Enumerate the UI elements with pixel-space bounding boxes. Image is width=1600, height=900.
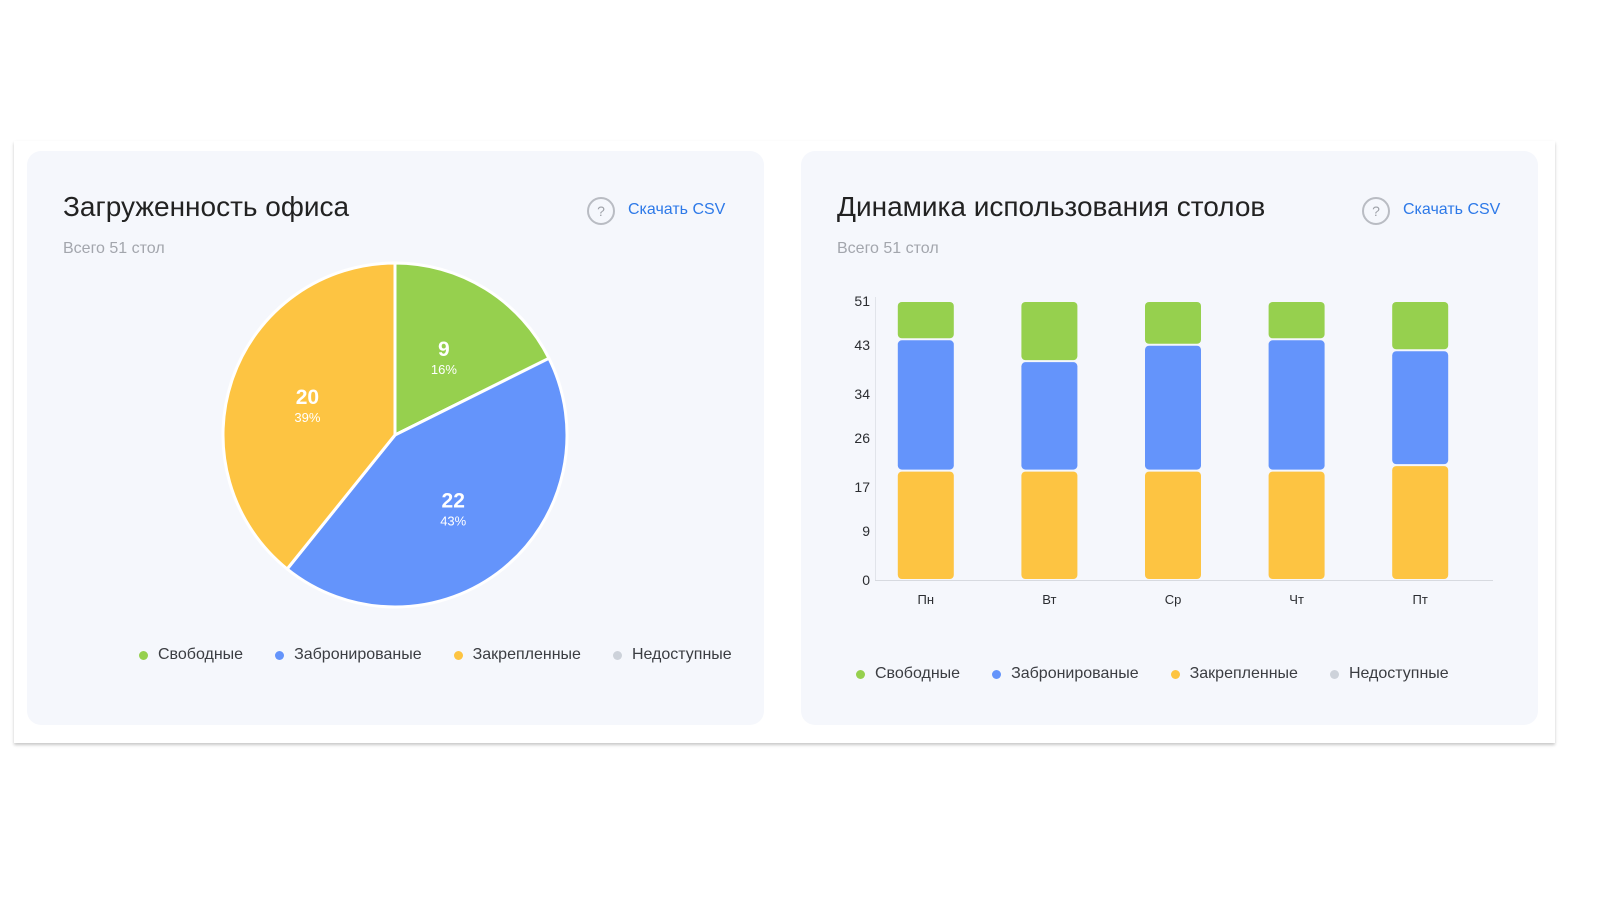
pie-slice[interactable] (285, 356, 569, 609)
card-title: Динамика использования столов (837, 191, 1266, 222)
bar-segment[interactable] (897, 471, 954, 579)
legend-dot-icon (856, 669, 865, 679)
legend-item[interactable]: Закрепленные (1170, 665, 1298, 683)
pie-value-label: 22 (442, 489, 465, 512)
pie-percent-label: 39% (294, 410, 320, 425)
legend-dot-icon (453, 650, 463, 660)
x-tick-label: Пт (1413, 592, 1428, 607)
y-tick-label: 9 (862, 523, 870, 539)
y-tick-label: 0 (862, 572, 870, 588)
x-tick-label: Ср (1165, 592, 1182, 607)
legend-item[interactable]: Свободные (139, 646, 243, 664)
help-icon[interactable]: ? (587, 197, 615, 225)
bar-segment[interactable] (1145, 302, 1201, 344)
legend-dot-icon (612, 650, 622, 660)
bar-segment[interactable] (1392, 351, 1449, 465)
legend: Свободные Забронированые Закрепленные Недос… (139, 646, 732, 664)
pie-value-label: 9 (438, 338, 450, 361)
bar-segment[interactable] (1021, 471, 1078, 579)
card-subtitle: Всего 51 стол (63, 240, 165, 257)
y-tick-label: 26 (854, 430, 870, 446)
download-csv-link[interactable]: Скачать CSV (1403, 201, 1501, 218)
stacked-bar-chart: 0 9 17 26 34 43 51 Пн Вт Ср Чт Пт (854, 293, 1493, 607)
bar-segment[interactable] (897, 340, 954, 470)
legend-item[interactable]: Закрепленные (453, 646, 581, 664)
x-tick-label: Пн (918, 592, 935, 607)
card-subtitle: Всего 51 стол (837, 240, 939, 257)
desk-usage-card: Динамика использования столов Всего 51 с… (801, 151, 1538, 725)
bar-segment[interactable] (1268, 471, 1325, 579)
pie-slice[interactable] (393, 261, 551, 437)
legend: Свободные Забронированые Закрепленные Недос… (856, 665, 1449, 683)
bar-segment[interactable] (1145, 345, 1201, 470)
legend-label: Закрепленные (472, 646, 581, 663)
bar-segment[interactable] (1145, 471, 1201, 579)
legend-item[interactable]: Недоступные (612, 646, 732, 664)
legend-dot-icon (275, 650, 285, 660)
pie-value-label: 20 (296, 386, 319, 409)
legend-label: Забронированые (1011, 665, 1139, 682)
legend-label: Свободные (875, 665, 961, 682)
bar-segment[interactable] (1268, 302, 1325, 339)
office-load-card: Загруженность офиса Всего 51 стол ? Скач… (27, 151, 764, 725)
help-icon[interactable]: ? (1362, 197, 1390, 225)
legend-dot-icon (1170, 669, 1180, 679)
y-tick-label: 17 (854, 479, 870, 495)
legend-label: Недоступные (1348, 665, 1449, 682)
bar-segment[interactable] (1021, 362, 1078, 470)
legend-item[interactable]: Забронированые (992, 665, 1139, 683)
y-tick-label: 34 (854, 386, 870, 402)
legend-dot-icon (139, 650, 148, 660)
legend-dot-icon (992, 669, 1002, 679)
bar-segment[interactable] (1392, 466, 1449, 579)
pie-percent-label: 43% (440, 513, 466, 528)
pie-slice[interactable] (221, 261, 397, 571)
bar-segment[interactable] (897, 302, 954, 339)
x-tick-label: Вт (1042, 592, 1056, 607)
legend-dot-icon (1329, 669, 1339, 679)
bar-segment[interactable] (1392, 302, 1449, 350)
download-csv-link[interactable]: Скачать CSV (628, 201, 726, 218)
x-tick-label: Чт (1289, 592, 1304, 607)
bar-segment[interactable] (1268, 340, 1325, 470)
pie-percent-label: 16% (431, 362, 457, 377)
legend-label: Недоступные (631, 646, 732, 663)
card-title: Загруженность офиса (63, 191, 350, 222)
legend-item[interactable]: Забронированые (275, 646, 422, 664)
legend-item[interactable]: Свободные (856, 665, 960, 683)
legend-label: Свободные (158, 646, 244, 663)
legend-item[interactable]: Недоступные (1329, 665, 1449, 683)
bar-segment[interactable] (1021, 302, 1078, 361)
legend-label: Закрепленные (1189, 665, 1298, 682)
y-tick-label: 51 (854, 293, 870, 309)
y-tick-label: 43 (854, 337, 870, 353)
legend-label: Забронированые (294, 646, 422, 663)
